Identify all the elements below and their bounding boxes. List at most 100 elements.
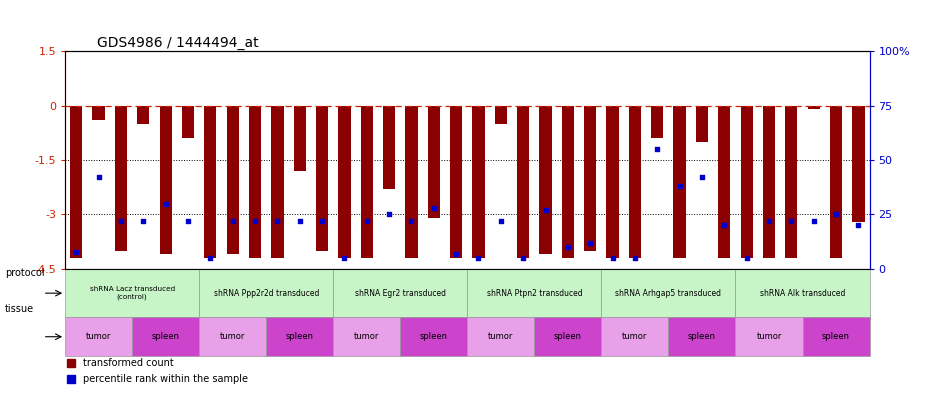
Bar (114, 106, 127, 251)
Point (292, 218, 307, 224)
Bar (65, 269, 199, 318)
Point (247, 218, 262, 224)
Bar (852, 106, 865, 222)
Bar (428, 106, 440, 218)
Point (270, 218, 285, 224)
Text: tumor: tumor (622, 332, 647, 341)
Bar (70, 106, 83, 258)
Point (472, 255, 486, 261)
Bar (182, 106, 194, 138)
Bar (629, 106, 641, 258)
Bar (266, 318, 333, 356)
Point (494, 218, 509, 224)
Text: spleen: spleen (419, 332, 448, 341)
Text: shRNA Ptpn2 transduced: shRNA Ptpn2 transduced (486, 288, 582, 298)
Text: shRNA Egr2 transduced: shRNA Egr2 transduced (354, 288, 445, 298)
Point (516, 255, 531, 261)
Text: protocol: protocol (5, 268, 45, 278)
Bar (199, 318, 266, 356)
Bar (584, 106, 596, 251)
Bar (669, 318, 736, 356)
Point (359, 218, 374, 224)
Text: spleen: spleen (152, 332, 179, 341)
Bar (160, 106, 172, 254)
Bar (227, 106, 239, 254)
Bar (467, 269, 602, 318)
Bar (651, 106, 663, 138)
Bar (294, 106, 306, 171)
Point (583, 240, 598, 246)
Point (381, 211, 396, 218)
Bar (740, 106, 752, 258)
Bar (606, 106, 618, 258)
Bar (92, 106, 105, 120)
Bar (763, 106, 775, 258)
Point (762, 218, 777, 224)
Point (180, 218, 195, 224)
Bar (249, 106, 261, 258)
Text: spleen: spleen (286, 332, 313, 341)
Point (717, 222, 732, 228)
Bar (339, 106, 351, 258)
Bar (65, 318, 132, 356)
Bar (405, 106, 418, 258)
Bar (785, 106, 798, 258)
Bar (383, 106, 395, 189)
Text: shRNA Ppp2r2d transduced: shRNA Ppp2r2d transduced (214, 288, 319, 298)
Point (337, 255, 352, 261)
Bar (602, 269, 736, 318)
Bar (132, 318, 199, 356)
Bar (272, 106, 284, 258)
Point (314, 218, 329, 224)
Point (158, 200, 173, 207)
Text: transformed count: transformed count (83, 358, 174, 368)
Point (538, 207, 553, 213)
Text: tumor: tumor (488, 332, 513, 341)
Point (829, 211, 844, 218)
Point (113, 218, 128, 224)
Point (739, 255, 754, 261)
Point (225, 218, 240, 224)
Point (426, 205, 441, 211)
Point (672, 183, 687, 189)
Point (628, 255, 643, 261)
Bar (517, 106, 529, 258)
Text: shRNA Arhgap5 transduced: shRNA Arhgap5 transduced (616, 288, 722, 298)
Point (695, 174, 710, 181)
Bar (205, 106, 217, 258)
Bar (137, 106, 150, 124)
Text: shRNA Alk transduced: shRNA Alk transduced (760, 288, 845, 298)
Point (605, 255, 620, 261)
Text: percentile rank within the sample: percentile rank within the sample (83, 374, 248, 384)
Bar (199, 269, 333, 318)
Text: shRNA Lacz transduced
(control): shRNA Lacz transduced (control) (89, 286, 175, 300)
Text: tumor: tumor (220, 332, 246, 341)
Bar (803, 318, 870, 356)
Point (784, 218, 799, 224)
Bar (736, 318, 803, 356)
Point (203, 255, 218, 261)
Bar (539, 106, 551, 254)
Text: spleen: spleen (554, 332, 582, 341)
Bar (830, 106, 843, 258)
Text: tumor: tumor (86, 332, 112, 341)
Text: GDS4986 / 1444494_at: GDS4986 / 1444494_at (98, 36, 259, 50)
Bar (316, 106, 328, 251)
Bar (361, 106, 373, 258)
Point (806, 218, 821, 224)
Bar (333, 269, 467, 318)
Bar (718, 106, 730, 258)
Point (851, 222, 866, 228)
Bar (562, 106, 574, 258)
Text: tumor: tumor (756, 332, 782, 341)
Text: spleen: spleen (688, 332, 716, 341)
Point (650, 146, 665, 152)
Bar (472, 106, 485, 258)
Bar (535, 318, 602, 356)
Bar (400, 318, 467, 356)
Point (91, 174, 106, 181)
Bar (450, 106, 462, 258)
Point (448, 251, 463, 257)
Bar (467, 318, 535, 356)
Bar (602, 318, 669, 356)
